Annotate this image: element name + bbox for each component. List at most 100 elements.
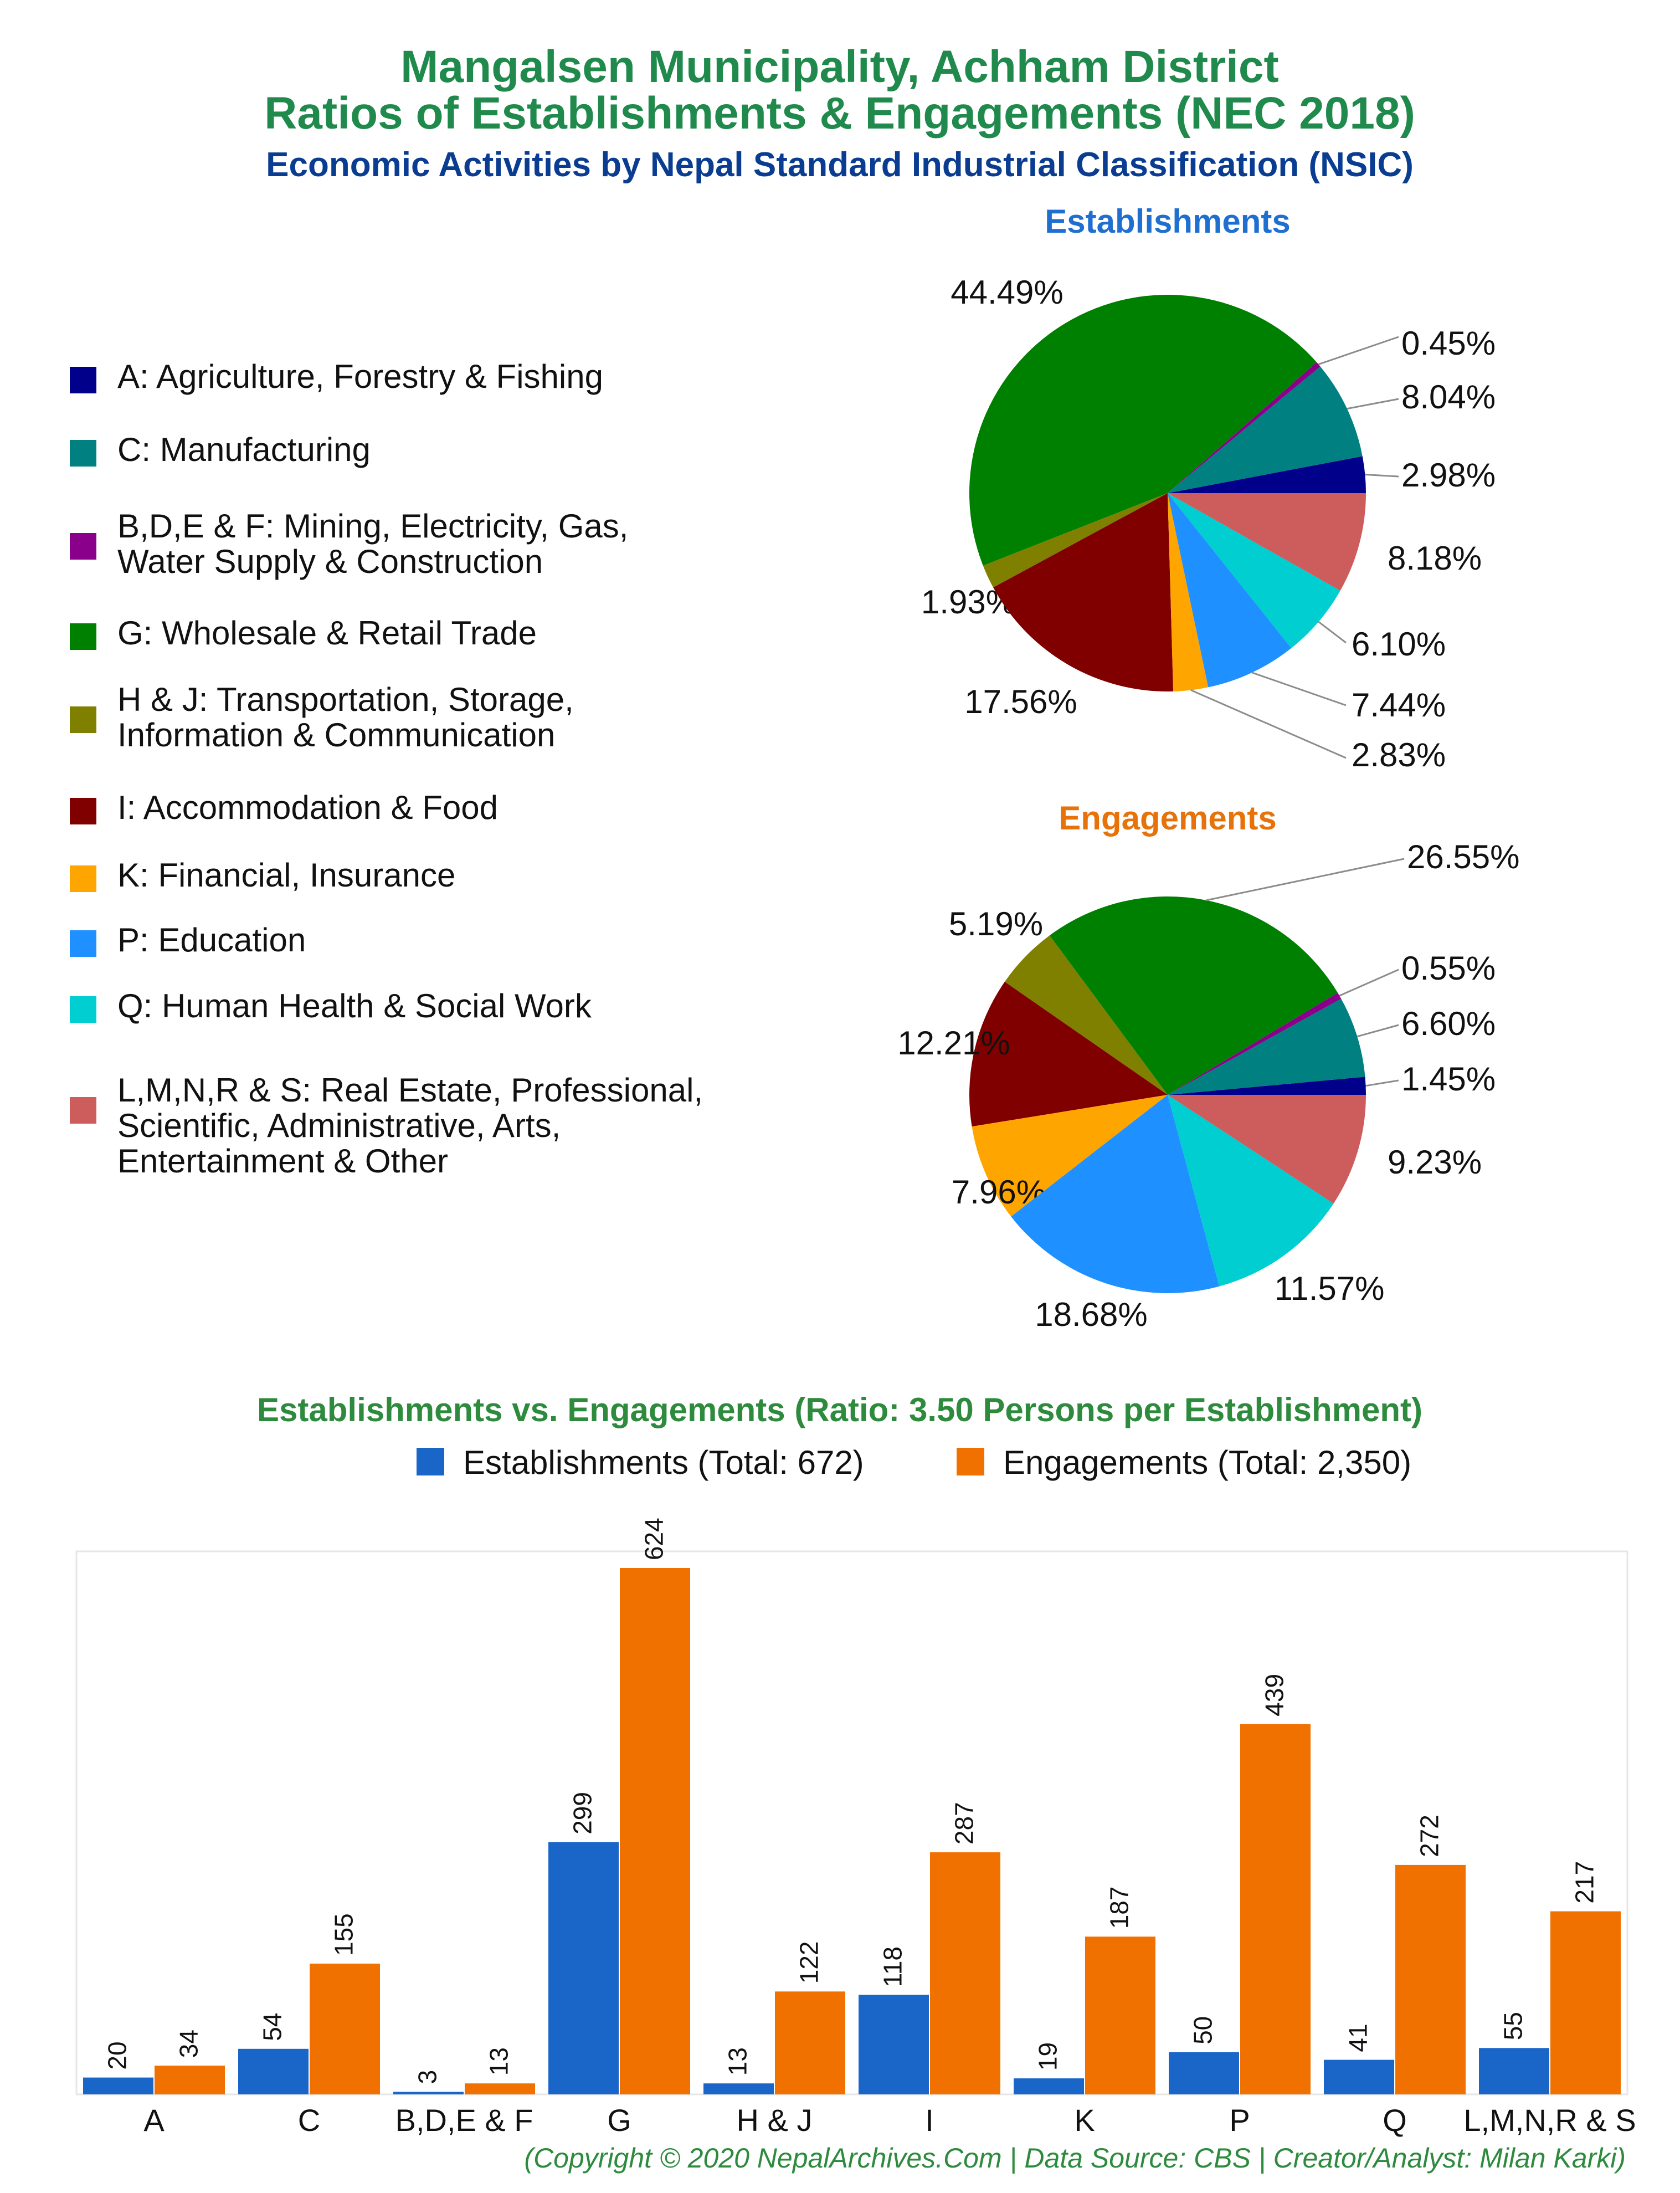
legend-swatch [70, 440, 96, 467]
page-title-line2: Ratios of Establishments & Engagements (… [264, 88, 1415, 139]
bar-engagements-0 [155, 2066, 225, 2094]
legend-swatch [70, 533, 96, 560]
pie-leader-line [1347, 398, 1399, 410]
establishments-pie-title: Establishments [1045, 203, 1290, 240]
pie-leader-line [1318, 621, 1347, 644]
legend-label: I: Accommodation & Food [117, 789, 498, 826]
pie-label: 2.98% [1401, 457, 1496, 494]
page-subtitle: Economic Activities by Nepal Standard In… [266, 146, 1414, 184]
pie-slice-a [1168, 1077, 1366, 1095]
legend-label: Scientific, Administrative, Arts, [117, 1107, 561, 1144]
bar-value-label: 217 [1570, 1861, 1599, 1904]
bar-value-label: 41 [1344, 2023, 1373, 2052]
pie-label: 6.60% [1401, 1005, 1496, 1042]
footer-credit: (Copyright © 2020 NepalArchives.Com | Da… [524, 2143, 1626, 2174]
legend-swatch [70, 865, 96, 892]
legend-swatch-establishments [417, 1448, 444, 1475]
bar-engagements-3 [620, 1568, 690, 2094]
bar-value-label: 50 [1189, 2016, 1217, 2045]
bar-chart-title: Establishments vs. Engagements (Ratio: 3… [257, 1391, 1422, 1428]
legend-item-p: P: Education [70, 921, 306, 959]
legend-label: H & J: Transportation, Storage, [117, 681, 574, 718]
pie-label: 12.21% [897, 1024, 1010, 1062]
engagements-pie-section: Engagements 1.45% 6.60% 0.55% 26.55% 5.19% 12… [897, 800, 1519, 1333]
bar-establishments-5 [859, 1995, 929, 2094]
bar-establishments-0 [83, 2077, 153, 2094]
bar-value-label: 624 [640, 1518, 669, 1560]
legend-label: G: Wholesale & Retail Trade [117, 614, 537, 652]
x-tick-label: A [143, 2103, 165, 2138]
pie-leader-line [1251, 672, 1347, 706]
legend-swatch [70, 930, 96, 957]
pie-label: 0.55% [1401, 950, 1496, 987]
bar-engagements-1 [310, 1964, 380, 2094]
legend-item-i: I: Accommodation & Food [70, 789, 498, 826]
bar-establishments-6 [1014, 2078, 1084, 2094]
legend-swatch [70, 1097, 96, 1124]
pie-slice-i [969, 981, 1168, 1127]
pie-leader-line [1339, 969, 1399, 997]
pie-slice-hj [1004, 935, 1168, 1095]
pie-slice-g [969, 294, 1317, 566]
bar-establishments-4 [703, 2083, 774, 2094]
legend-swatch-engagements [957, 1448, 984, 1475]
engagements-pie: 1.45%6.60%0.55%26.55%5.19%12.21%7.96%18.… [897, 838, 1519, 1333]
bar-establishments-2 [393, 2092, 464, 2094]
pie-label: 26.55% [1407, 838, 1520, 875]
legend-item-hj: H & J: Transportation, Storage,Informati… [70, 681, 574, 754]
x-tick-label: P [1229, 2103, 1250, 2138]
pie-label: 11.57% [1274, 1270, 1384, 1307]
pie-label: 0.45% [1401, 325, 1496, 362]
bar-engagements-6 [1085, 1936, 1155, 2094]
pie-leader-line [1365, 1079, 1399, 1087]
legend-swatch [70, 706, 96, 733]
pie-slice-i [993, 493, 1174, 692]
bar-establishments-3 [548, 1842, 619, 2094]
legend-label: Information & Communication [117, 716, 555, 754]
pie-label: 9.23% [1388, 1144, 1482, 1181]
engagements-pie-title: Engagements [1059, 800, 1276, 837]
pie-label: 5.19% [949, 905, 1043, 942]
bar-value-label: 122 [795, 1941, 824, 1984]
category-legend: A: Agriculture, Forestry & Fishing C: Man… [70, 358, 703, 1180]
legend-label: Water Supply & Construction [117, 543, 543, 580]
x-tick-label: K [1074, 2103, 1095, 2138]
bar-value-label: 299 [568, 1792, 597, 1835]
bar-engagements-7 [1240, 1724, 1311, 2094]
x-tick-label: I [925, 2103, 934, 2138]
bar-value-label: 34 [174, 2030, 203, 2058]
pie-label: 7.44% [1352, 686, 1446, 724]
legend-swatch [70, 367, 96, 393]
legend-item-g: G: Wholesale & Retail Trade [70, 614, 537, 652]
pie-slice-p [1011, 1095, 1220, 1293]
legend-label: Entertainment & Other [117, 1142, 448, 1180]
pie-leader-line [1365, 474, 1399, 478]
bar-plot-frame [75, 1550, 1628, 2095]
pie-label: 44.49% [951, 274, 1064, 311]
pie-label: 6.10% [1352, 626, 1446, 663]
pie-slice-bdef [1168, 992, 1342, 1095]
pie-slice-k [1168, 493, 1209, 691]
bar-engagements-4 [775, 1991, 845, 2094]
bar-engagements-9 [1550, 1911, 1621, 2094]
bar-establishments-8 [1324, 2059, 1394, 2094]
pie-slice-q [1168, 1095, 1334, 1287]
legend-item-k: K: Financial, Insurance [70, 857, 455, 894]
legend-item-c: C: Manufacturing [70, 431, 371, 468]
pie-slice-c [1168, 998, 1365, 1095]
legend-item-q: Q: Human Health & Social Work [70, 987, 592, 1024]
pie-leader-line [1318, 336, 1399, 366]
legend-label: Q: Human Health & Social Work [117, 987, 592, 1024]
bar-value-label: 439 [1260, 1674, 1289, 1717]
bar-value-label: 155 [330, 1913, 358, 1956]
legend-swatch [70, 623, 96, 650]
bar-value-label: 287 [950, 1802, 979, 1844]
pie-label: 1.45% [1401, 1060, 1496, 1098]
legend-label: L,M,N,R & S: Real Estate, Professional, [117, 1072, 703, 1109]
pie-leader-line [1190, 689, 1347, 759]
pie-slice-g [1049, 896, 1338, 1095]
x-tick-label: Q [1383, 2103, 1407, 2138]
legend-label-establishments: Establishments (Total: 672) [463, 1444, 864, 1481]
bar-value-label: 55 [1499, 2012, 1528, 2040]
